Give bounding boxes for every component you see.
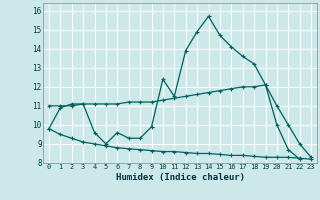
X-axis label: Humidex (Indice chaleur): Humidex (Indice chaleur): [116, 173, 244, 182]
